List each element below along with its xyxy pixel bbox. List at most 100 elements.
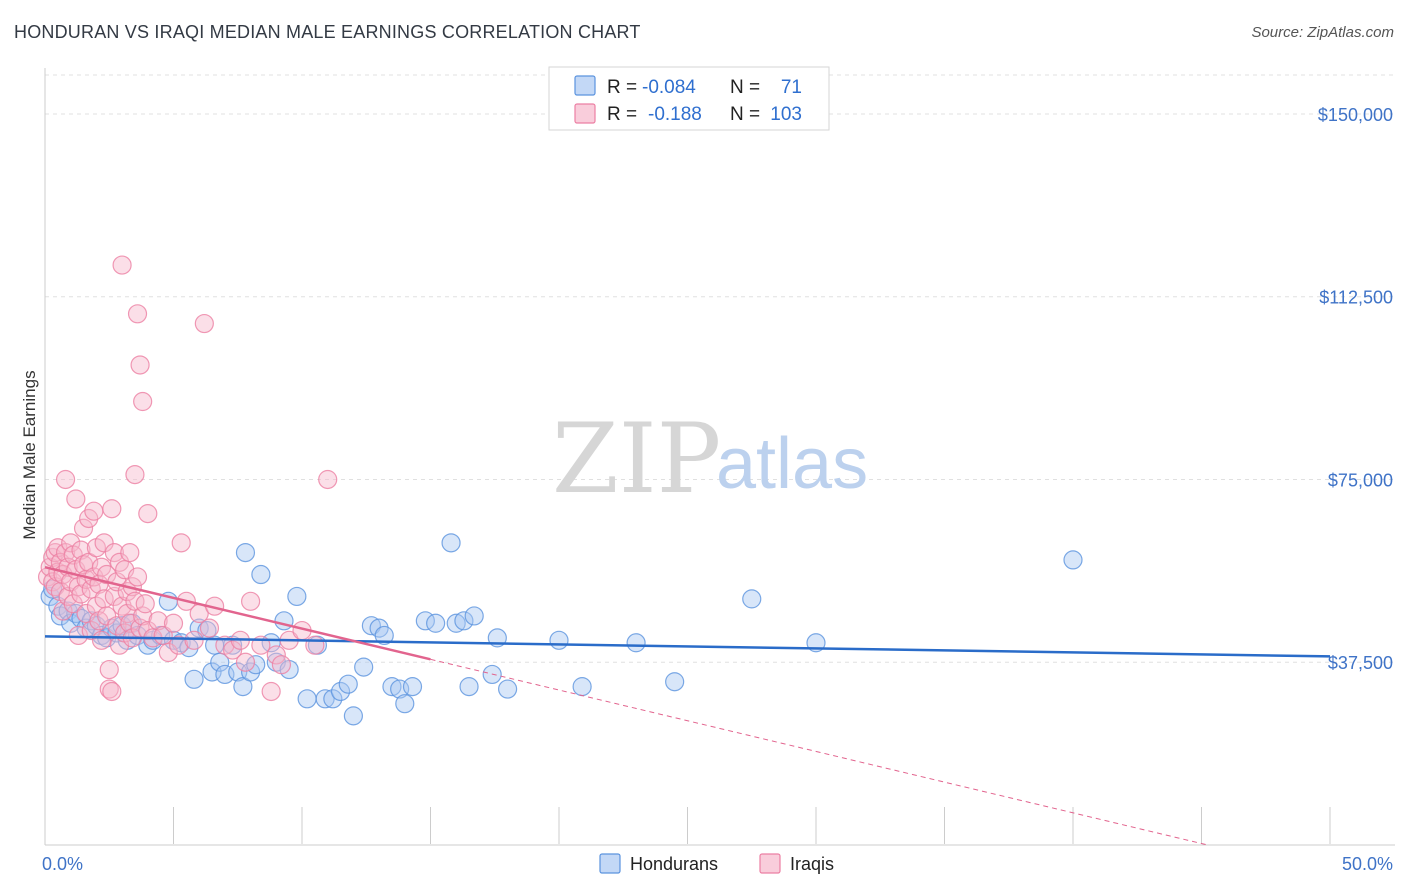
hondurans-points: [40, 533, 1083, 726]
iraqi-point: [266, 645, 286, 665]
iraqi-point: [112, 255, 132, 275]
iraqi-point: [171, 533, 191, 553]
iraqis-trend-line: [44, 565, 431, 661]
series-legend: Hondurans Iraqis: [599, 853, 834, 874]
honduran-point: [426, 613, 446, 633]
iraqi-point: [158, 642, 178, 663]
honduran-point: [382, 677, 402, 697]
iraqi-point: [235, 652, 256, 672]
iraqis-n-value: 103: [770, 104, 802, 125]
honduran-point: [549, 630, 569, 650]
iraqi-point: [223, 640, 243, 660]
iraqi-point: [148, 611, 168, 631]
watermark-atlas: atlas: [716, 424, 868, 504]
source-credit: Source: ZipAtlas.com: [1251, 24, 1394, 41]
iraqis-trend-line-extension: [430, 658, 1208, 846]
y-tick-label: $37,500: [1328, 653, 1393, 673]
iraqis-n-label: N =: [730, 104, 760, 125]
honduran-point: [464, 606, 484, 626]
watermark-zip: ZIP: [552, 403, 721, 515]
honduran-point: [361, 616, 381, 636]
iraqi-point: [71, 540, 91, 560]
honduran-point: [1063, 550, 1083, 570]
iraqi-point: [61, 533, 81, 553]
hondurans-r-value: -0.084: [642, 77, 696, 98]
iraqi-point: [261, 681, 281, 702]
y-tick-label: $150,000: [1318, 105, 1393, 125]
iraqi-point: [138, 504, 158, 524]
honduran-point: [665, 672, 685, 692]
iraqi-point: [102, 499, 122, 519]
iraqi-point: [135, 594, 155, 614]
iraqi-point: [125, 465, 145, 485]
honduran-point: [626, 633, 646, 653]
honduran-point: [61, 613, 81, 633]
iraqi-point: [194, 313, 214, 334]
hondurans-series-label: Hondurans: [630, 854, 718, 874]
honduran-point: [91, 625, 112, 646]
honduran-point: [572, 677, 592, 697]
iraqis-points: [37, 255, 338, 702]
iraqi-point: [199, 618, 220, 638]
iraqis-series-swatch: [759, 853, 781, 874]
honduran-point: [402, 677, 423, 697]
watermark: ZIP atlas: [552, 403, 868, 515]
stats-legend-box: [548, 66, 830, 131]
gridlines: [45, 74, 1395, 663]
stats-legend: R = -0.084 N = 71 R = -0.188 N = 103: [548, 66, 830, 131]
iraqi-point: [71, 584, 91, 604]
iraqi-point: [318, 469, 338, 490]
honduran-point: [498, 679, 518, 699]
honduran-point: [374, 625, 394, 646]
honduran-point: [441, 533, 461, 553]
iraqis-series-label: Iraqis: [790, 854, 834, 874]
hondurans-r-label: R =: [607, 77, 637, 98]
iraqi-point: [97, 606, 117, 626]
iraqi-point: [53, 601, 73, 621]
iraqi-point: [305, 635, 325, 655]
iraqi-point: [99, 659, 119, 680]
x-tick-label: 50.0%: [1342, 854, 1393, 874]
iraqi-point: [271, 655, 292, 675]
iraqi-point: [81, 620, 101, 641]
axes: [44, 68, 1395, 846]
iraqi-point: [55, 469, 76, 490]
iraqi-point: [66, 489, 86, 509]
iraqi-point: [104, 542, 124, 563]
x-tick-label: 0.0%: [42, 854, 83, 874]
honduran-point: [395, 694, 415, 714]
honduran-point: [274, 611, 294, 631]
honduran-point: [251, 564, 271, 585]
iraqi-point: [120, 542, 140, 563]
honduran-point: [189, 618, 209, 638]
iraqi-point: [73, 518, 94, 538]
honduran-point: [315, 689, 335, 709]
honduran-point: [338, 674, 358, 694]
honduran-point: [354, 657, 374, 677]
y-axis-label: Median Male Earnings: [20, 370, 39, 539]
honduran-point: [287, 586, 307, 607]
y-tick-label: $112,500: [1319, 288, 1393, 308]
hondurans-n-label: N =: [730, 77, 760, 98]
iraqi-point: [130, 355, 150, 375]
trend-lines: [44, 565, 1331, 846]
iraqi-point: [86, 596, 107, 616]
chart-title: HONDURAN VS IRAQI MEDIAN MALE EARNINGS C…: [14, 22, 641, 42]
honduran-point: [184, 669, 204, 689]
iraqi-point: [127, 304, 148, 324]
iraqi-point: [104, 586, 124, 607]
hondurans-series-swatch: [599, 853, 621, 874]
iraqi-point: [84, 501, 104, 521]
y-tick-labels: $37,500 $75,000 $112,500 $150,000: [1318, 105, 1393, 673]
iraqi-point: [241, 591, 261, 611]
iraqi-point: [169, 635, 189, 655]
hondurans-legend-swatch: [574, 75, 596, 96]
honduran-point: [235, 542, 256, 563]
honduran-point: [343, 706, 363, 726]
iraqi-point: [127, 567, 148, 587]
honduran-point: [297, 689, 317, 709]
iraqi-point: [91, 630, 112, 650]
iraqi-point: [68, 625, 89, 646]
honduran-point: [446, 613, 466, 633]
